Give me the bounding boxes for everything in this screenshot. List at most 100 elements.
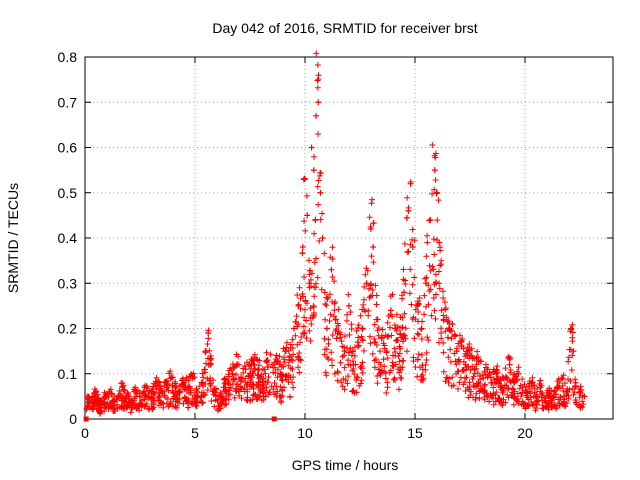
- data-point-cloud: [504, 391, 511, 398]
- data-point-cloud: [314, 183, 321, 190]
- data-point-cloud: [531, 389, 538, 396]
- data-point-cloud: [307, 276, 314, 283]
- data-point-cloud: [399, 338, 406, 345]
- data-point-cloud: [260, 396, 267, 403]
- data-point-cloud: [250, 381, 257, 388]
- data-point-cloud: [264, 379, 271, 386]
- data-point-cloud: [401, 277, 408, 284]
- data-point-cloud: [434, 236, 441, 243]
- data-point-cloud: [355, 324, 362, 331]
- data-point-cloud: [263, 358, 270, 365]
- data-point-cloud: [302, 227, 309, 234]
- data-point-cloud: [359, 326, 366, 333]
- data-point-cloud: [430, 266, 437, 273]
- data-point-cloud: [89, 405, 96, 412]
- data-point-cloud: [329, 273, 336, 280]
- data-point-cloud: [181, 382, 188, 389]
- data-point-cloud: [251, 351, 258, 358]
- data-point-cloud: [283, 339, 290, 346]
- data-point-cloud: [424, 334, 431, 341]
- data-point-cloud: [202, 360, 209, 367]
- data-point-cloud: [175, 396, 182, 403]
- data-point-cloud: [332, 316, 339, 323]
- data-point-cloud: [359, 336, 366, 343]
- data-point-cloud: [289, 357, 296, 364]
- data-point-cloud: [385, 333, 392, 340]
- data-point-cloud: [321, 351, 328, 358]
- data-point-cloud: [384, 355, 391, 362]
- data-point-cloud: [445, 354, 452, 361]
- data-point-cloud: [353, 328, 360, 335]
- data-point-cloud: [358, 365, 365, 372]
- data-point-cloud: [124, 389, 131, 396]
- data-point-cloud: [153, 374, 160, 381]
- data-point: [273, 352, 280, 359]
- data-point-cloud: [240, 365, 247, 372]
- data-point-cloud: [263, 384, 270, 391]
- data-point-cloud: [201, 366, 208, 373]
- data-point-cloud: [435, 339, 442, 346]
- data-point-cloud: [392, 352, 399, 359]
- data-point-cloud: [300, 323, 307, 330]
- data-point-cloud: [423, 253, 430, 260]
- data-point: [229, 370, 236, 377]
- data-point-cloud: [315, 72, 322, 79]
- data-point-cloud: [493, 380, 500, 387]
- data-point-cloud: [539, 392, 546, 399]
- data-point-cloud: [407, 241, 414, 248]
- data-point-cloud: [367, 281, 374, 288]
- data-point-cloud: [432, 315, 439, 322]
- data-point-cloud: [382, 332, 389, 339]
- data-point-cloud: [265, 391, 272, 398]
- data-point-cloud: [120, 386, 127, 393]
- data-point-cloud: [91, 386, 98, 393]
- data-point-cloud: [252, 391, 259, 398]
- data-point-cloud: [309, 314, 316, 321]
- data-point-cloud: [426, 262, 433, 269]
- data-point-cloud: [502, 365, 509, 372]
- data-point-cloud: [442, 378, 449, 385]
- data-point-cloud: [510, 371, 517, 378]
- data-point-cloud: [296, 284, 303, 291]
- data-point-cloud: [432, 279, 439, 286]
- data-point-cloud: [199, 379, 206, 386]
- data-point-cloud: [573, 401, 580, 408]
- data-point-cloud: [331, 300, 338, 307]
- data-point-cloud: [226, 381, 233, 388]
- data-point-cloud: [351, 344, 358, 351]
- data-point-cloud: [221, 375, 228, 382]
- data-point-cloud: [244, 397, 251, 404]
- data-point-cloud: [411, 335, 418, 342]
- data-point-cloud: [415, 318, 422, 325]
- data-point-cloud: [300, 176, 307, 183]
- data-point-cloud: [553, 385, 560, 392]
- data-point-cloud: [251, 354, 258, 361]
- data-point-cloud: [344, 380, 351, 387]
- data-point-cloud: [355, 342, 362, 349]
- data-point-cloud: [397, 330, 404, 337]
- data-point-cloud: [263, 349, 270, 356]
- data-point-cloud: [303, 317, 310, 324]
- data-point-cloud: [378, 369, 385, 376]
- data-point-cloud: [206, 347, 213, 354]
- data-point-cloud: [191, 392, 198, 399]
- data-point-cloud: [344, 373, 351, 380]
- data-point-cloud: [326, 291, 333, 298]
- data-point-cloud: [396, 369, 403, 376]
- data-point-cloud: [370, 220, 377, 227]
- data-point-cloud: [312, 217, 319, 224]
- data-point-cloud: [283, 372, 290, 379]
- data-point-cloud: [337, 359, 344, 366]
- data-point-cloud: [396, 358, 403, 365]
- data-point-cloud: [287, 341, 294, 348]
- data-point-cloud: [397, 364, 404, 371]
- x-tick-label: 10: [297, 425, 313, 441]
- data-point-cloud: [254, 372, 261, 379]
- data-point-cloud: [249, 357, 256, 364]
- data-point-cloud: [360, 296, 367, 303]
- data-point-cloud: [104, 400, 111, 407]
- data-point-cloud: [388, 332, 395, 339]
- data-point-cloud: [438, 335, 445, 342]
- data-point-cloud: [279, 386, 286, 393]
- data-point: [291, 325, 297, 332]
